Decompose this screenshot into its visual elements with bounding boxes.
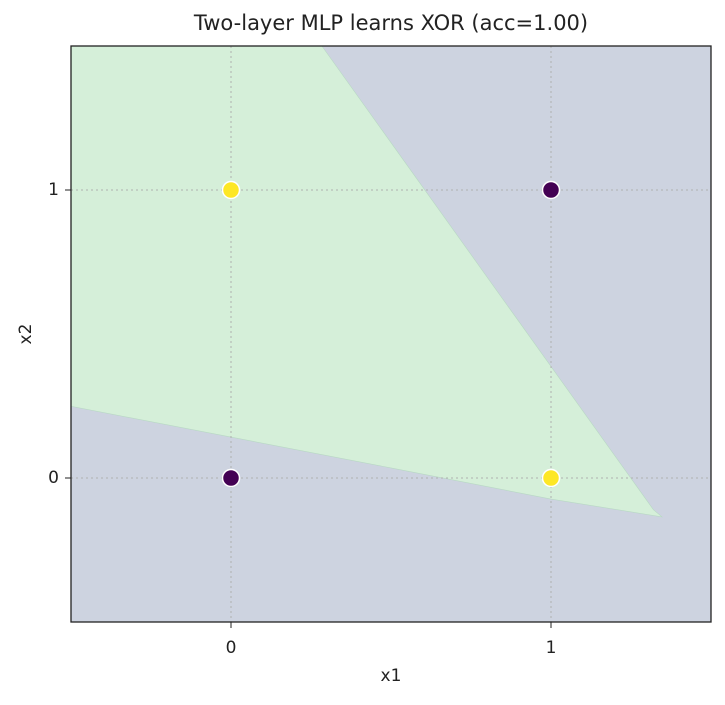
x-axis-label: x1 — [381, 666, 402, 686]
plot-frame — [70, 45, 712, 623]
point — [221, 180, 241, 200]
point — [541, 180, 561, 200]
point — [541, 468, 561, 488]
decision-region — [70, 45, 664, 518]
chart-title: Two-layer MLP learns XOR (acc=1.00) — [193, 11, 588, 35]
y-axis-label: x2 — [16, 324, 36, 345]
x-tick-label: 0 — [226, 638, 237, 658]
point — [221, 468, 241, 488]
y-tick-label: 0 — [48, 468, 59, 488]
x-tick-label: 1 — [546, 638, 557, 658]
y-tick-label: 1 — [48, 180, 59, 200]
